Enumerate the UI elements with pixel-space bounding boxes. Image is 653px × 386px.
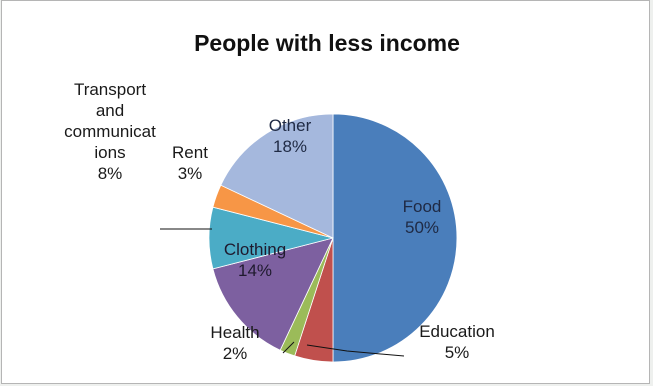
data-label-line: 14%	[238, 261, 272, 280]
data-label-line: ions	[94, 143, 125, 162]
leader-line-health	[282, 341, 295, 354]
leader-lines	[160, 228, 405, 357]
data-label-line: Clothing	[224, 240, 286, 259]
data-label-line: Health	[210, 323, 259, 342]
data-label-line: 2%	[223, 344, 248, 363]
slice-labels: Food 50% Education 5% Health 2% Clothing 14% Tra…	[64, 80, 495, 363]
data-label-line: 5%	[445, 343, 470, 362]
data-label-line: 8%	[98, 164, 123, 183]
data-label-line: Other	[269, 116, 312, 135]
data-label-education: Education 5%	[419, 322, 495, 362]
data-label-line: Rent	[172, 143, 208, 162]
data-label-other: Other 18%	[269, 116, 312, 156]
data-label-health: Health 2%	[210, 323, 259, 363]
data-label-food: Food 50%	[403, 197, 442, 237]
data-label-rent: Rent 3%	[172, 143, 208, 183]
data-label-line: 18%	[273, 137, 307, 156]
pie-slice-other	[220, 113, 334, 239]
data-label-transport-and-communications: Transport and communicat ions 8%	[64, 80, 156, 183]
data-label-line: Education	[419, 322, 495, 341]
pie-slices	[208, 113, 458, 363]
pie-slice-clothing	[212, 237, 334, 351]
data-label-line: 50%	[405, 218, 439, 237]
pie-slice-food	[332, 113, 458, 363]
data-label-line: Food	[403, 197, 442, 216]
data-label-line: Transport	[74, 80, 146, 99]
data-label-clothing: Clothing 14%	[224, 240, 286, 280]
data-label-line: and	[96, 101, 124, 120]
data-label-line: 3%	[178, 164, 203, 183]
chart-title: People with less income	[194, 30, 460, 56]
data-label-line: communicat	[64, 122, 156, 141]
leader-line-education	[306, 344, 405, 357]
